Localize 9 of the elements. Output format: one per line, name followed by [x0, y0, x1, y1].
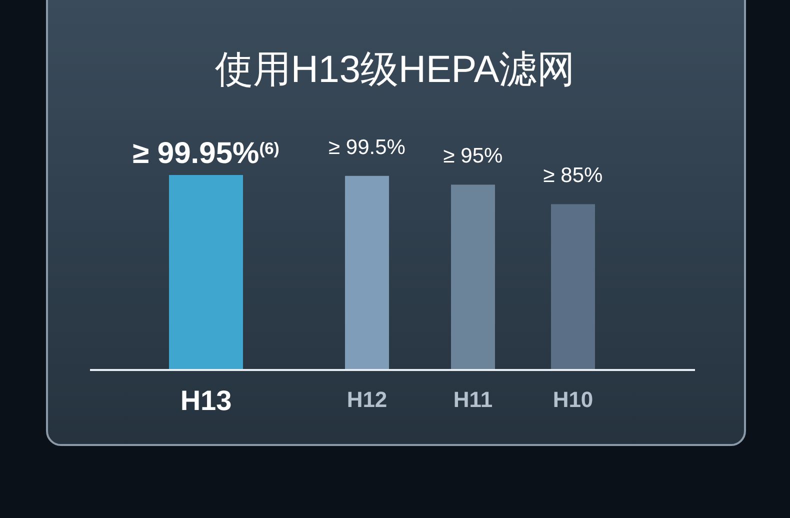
data-label: ≥ 85% [543, 164, 603, 188]
x-tick-label: H13 [180, 385, 232, 416]
data-label: ≥ 99.95%$^{(6)}$ [132, 137, 280, 170]
x-tick-label: H11 [453, 387, 493, 412]
x-tick-label: H12 [346, 387, 388, 412]
data-label: ≥ 95% [443, 144, 503, 168]
data-label: ≥ 99.5% [328, 136, 406, 159]
chart-title: 使用H13级HEPA滤网 [214, 49, 576, 91]
x-tick-label: H10 [552, 387, 594, 412]
